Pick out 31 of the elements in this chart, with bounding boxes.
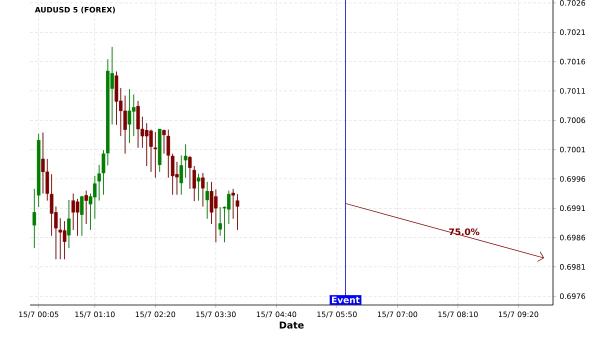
candlestick <box>201 172 205 207</box>
candlestick <box>184 144 188 178</box>
candlestick <box>123 95 127 154</box>
candlestick <box>102 150 106 196</box>
candlestick <box>62 220 66 260</box>
candlestick <box>205 181 209 220</box>
candlestick <box>196 173 200 202</box>
candlestick <box>149 129 153 172</box>
candlestick <box>97 164 101 202</box>
x-axis-title: Date <box>280 322 304 329</box>
candlestick <box>218 206 222 236</box>
candlestick <box>58 218 62 260</box>
candlestick <box>132 94 136 137</box>
candlestick <box>84 190 88 225</box>
candlestick <box>231 188 235 220</box>
candlestick <box>166 129 170 178</box>
candlestick <box>154 132 158 178</box>
candlestick <box>41 132 45 194</box>
candlestick <box>188 156 192 190</box>
candlestick <box>162 129 166 154</box>
candlestick <box>192 166 196 202</box>
ref-line-label: Event <box>332 296 360 304</box>
candlestick <box>67 200 71 249</box>
candlestick <box>180 154 184 196</box>
candlestick <box>80 195 84 236</box>
candlestick <box>236 194 240 230</box>
candlestick <box>128 88 132 144</box>
candlestick <box>210 181 214 225</box>
annotation: 75.0% <box>449 228 480 236</box>
candlestick <box>76 198 80 236</box>
candlestick <box>32 188 36 249</box>
